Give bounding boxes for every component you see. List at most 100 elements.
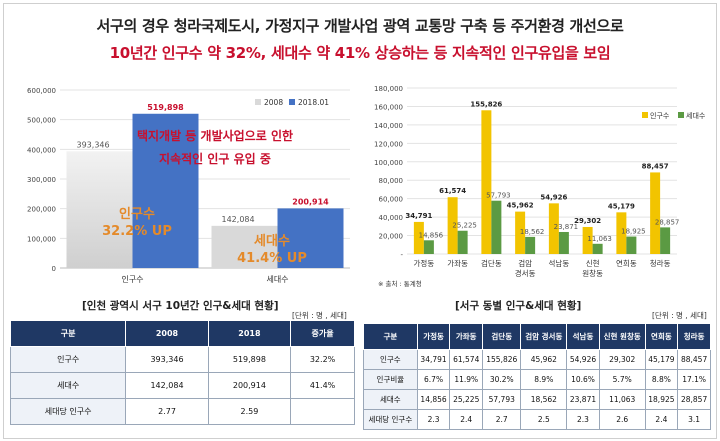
table-left: 구분 2008 2018 증가율 인구수 393,346 519,898 32.2% 세대수 1… [9, 320, 355, 425]
x-tick-label: 경서동 [515, 268, 536, 278]
table-left-header-cell: 2018 [207, 320, 292, 347]
x-tick-label: 가좌동 [447, 259, 468, 268]
table-right-cell: 18,925 [644, 389, 679, 410]
bar-2018.01-1 [277, 208, 344, 268]
table-left-header-cell: 구분 [9, 320, 127, 347]
bar-2008-1 [211, 225, 278, 268]
value-label: 57,793 [486, 192, 511, 200]
heading-line1: 서구의 경우 청라국제도시, 가정지구 개발사업 광역 교통망 구축 등 주거환… [96, 17, 624, 35]
legend-label: 2008 [264, 98, 283, 107]
table-right-cell: 2.4 [449, 409, 484, 430]
y-tick-label: 80,000 [379, 177, 404, 185]
table-right-row: 인구비율 6.7% 11.9% 30.2% 8.9% 10.6% 5.7% 8.8% 17.1% [363, 369, 711, 390]
bar-인구수-6 [616, 212, 627, 254]
table-left-cell: 2.59 [207, 398, 292, 425]
table-right-cell: 14,856 [416, 389, 451, 410]
legend-label: 인구수 [650, 111, 670, 120]
bar-2018.01-0 [132, 113, 199, 268]
caption-left-unit: [단위 : 명 , 세대] [292, 311, 347, 320]
legend-swatch [642, 112, 648, 118]
bar-인구수-0 [413, 221, 424, 254]
table-right-cell: 61,574 [449, 349, 484, 370]
table-right-cell: 28,857 [677, 389, 711, 410]
table-right-cell: 155,826 [482, 349, 522, 370]
bar-세대수-0 [423, 240, 434, 254]
table-right-cell: 6.7% [416, 369, 451, 390]
x-tick-label: 세대수 [266, 275, 288, 284]
table-right-cell: 2.3 [566, 409, 600, 430]
pop-growth-line2: 32.2% UP [102, 224, 172, 239]
table-right-cell: 2.7 [482, 409, 522, 430]
table-right-row: 세대당 인구수 2.3 2.4 2.7 2.5 2.3 2.6 2.4 3.1 [363, 409, 711, 430]
table-right-header-cell: 구분 [363, 323, 418, 350]
bar-세대수-5 [592, 243, 603, 254]
bar-인구수-5 [582, 226, 593, 254]
legend-swatch [255, 99, 261, 105]
y-tick-label: 300,000 [27, 176, 56, 184]
value-label: 54,926 [540, 193, 567, 201]
y-tick-label: 20,000 [379, 233, 404, 241]
bar-인구수-3 [515, 211, 526, 254]
x-tick-label: 원창동 [582, 269, 603, 278]
table-right-cell: 8.8% [644, 369, 679, 390]
legend-swatch [678, 112, 684, 118]
value-label: 29,302 [574, 217, 601, 225]
table-right-cell: 23,871 [566, 389, 600, 410]
value-label: 155,826 [470, 100, 502, 108]
table-left-cell: 인구수 [9, 346, 127, 373]
y-tick-label: 500,000 [27, 117, 56, 125]
bar-세대수-3 [525, 236, 536, 254]
value-label: 88,457 [642, 162, 669, 170]
legend-swatch [289, 99, 295, 105]
table-right-cell: 2.5 [520, 409, 568, 430]
table-left-cell: 393,346 [125, 346, 209, 373]
table-right-header-cell: 청라동 [677, 323, 711, 350]
value-label: 61,574 [439, 187, 466, 195]
table-right-cell: 29,302 [598, 349, 646, 370]
table-right-header-cell: 검단동 [482, 323, 522, 350]
x-tick-label: 연희동 [616, 258, 637, 268]
table-right-cell: 18,562 [520, 389, 568, 410]
table-right-cell: 57,793 [482, 389, 522, 410]
table-right-cell: 세대당 인구수 [363, 409, 418, 430]
table-right-cell: 2.4 [644, 409, 679, 430]
table-right-cell: 3.1 [677, 409, 711, 430]
value-label: 34,791 [405, 212, 432, 220]
y-tick-label: 140,000 [374, 122, 403, 130]
table-right-cell: 2.6 [598, 409, 646, 430]
table-right-row: 세대수 14,856 25,225 57,793 18,562 23,871 11,063 1… [363, 389, 711, 410]
table-left-cell: 세대수 [9, 372, 127, 399]
table-right-cell: 10.6% [566, 369, 600, 390]
table-left-cell [290, 398, 355, 425]
x-tick-label: 청라동 [650, 259, 671, 268]
table-right-header-cell: 연희동 [644, 323, 679, 350]
table-left-cell: 32.2% [290, 346, 355, 373]
table-left-cell: 519,898 [207, 346, 292, 373]
caption-right-unit: [단위 : 명 , 세대] [652, 311, 707, 320]
value-label: 200,914 [292, 197, 329, 206]
bar-세대수-7 [660, 227, 671, 254]
table-right-header-cell: 신현 원창동 [598, 323, 646, 350]
legend-label: 2018.01 [298, 98, 329, 107]
source-note: ※ 출처 : 통계청 [378, 279, 422, 288]
bar-인구수-4 [548, 203, 559, 254]
table-right-header-cell: 가정동 [416, 323, 451, 350]
table-left-cell: 2.77 [125, 398, 209, 425]
table-right-cell: 세대수 [363, 389, 418, 410]
table-right-header: 구분 가정동 가좌동 검단동 검암 경서동 석남동 신현 원창동 연희동 청라동 [363, 323, 711, 350]
page-frame [3, 3, 717, 439]
table-right-cell: 30.2% [482, 369, 522, 390]
y-tick-label: 0 [52, 265, 56, 273]
table-right-cell: 2.3 [416, 409, 451, 430]
table-right-cell: 인구비율 [363, 369, 418, 390]
table-left-header-cell: 2008 [125, 320, 209, 347]
table-left-row: 세대수 142,084 200,914 41.4% [9, 372, 355, 399]
table-right-row: 인구수 34,791 61,574 155,826 45,962 54,926 29,302… [363, 349, 711, 370]
note-line2: 지속적인 인구 유입 중 [159, 152, 271, 166]
legend-label: 세대수 [686, 111, 706, 120]
table-right-cell: 11,063 [598, 389, 646, 410]
y-tick-label: 100,000 [374, 159, 403, 167]
value-label: 45,179 [608, 202, 635, 210]
value-label: 11,063 [587, 235, 612, 243]
table-left-cell: 세대당 인구수 [9, 398, 127, 425]
